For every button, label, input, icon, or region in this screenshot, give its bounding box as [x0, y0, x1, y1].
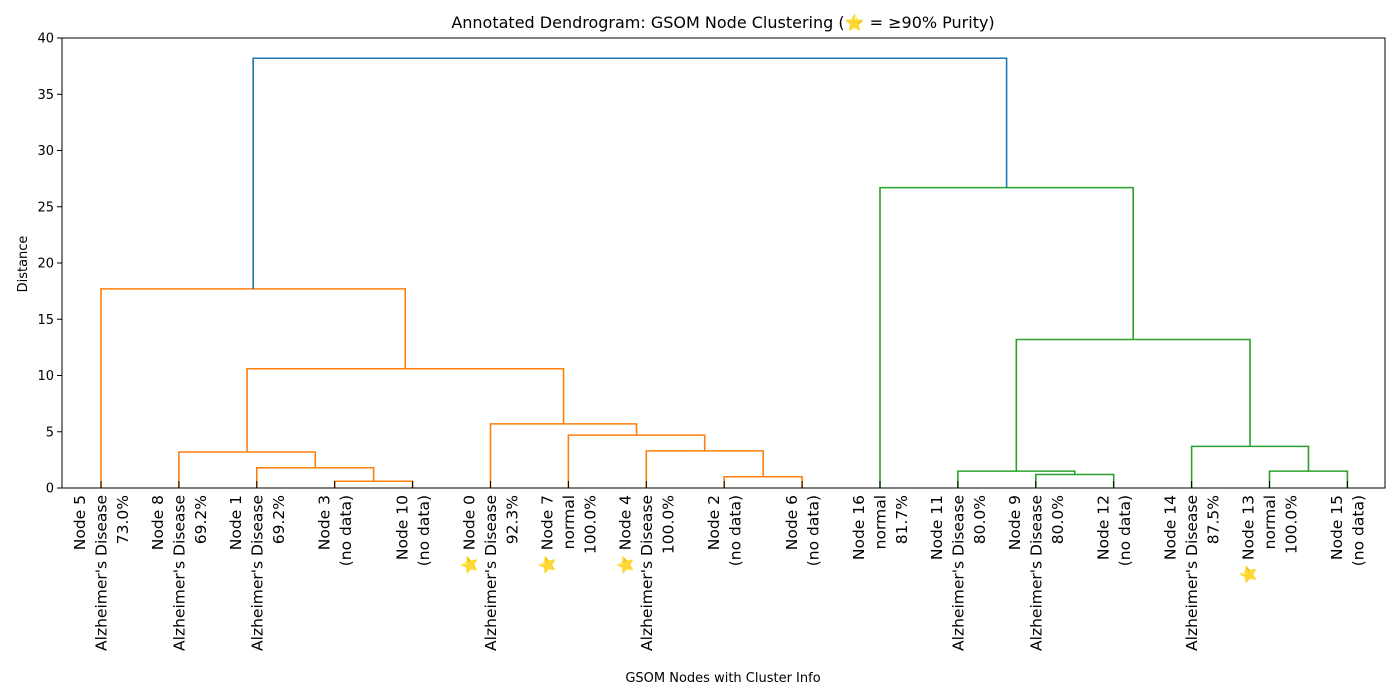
x-axis-label: GSOM Nodes with Cluster Info [625, 671, 820, 686]
dendrogram-link [879, 186, 1134, 488]
leaf-label: Node 3 (no data) [315, 481, 355, 566]
dendrogram-link [723, 475, 803, 488]
dendrogram-link [489, 423, 638, 488]
leaf-label: Node 1 Alzheimer's Disease 69.2% [227, 481, 288, 651]
leaf-label-line: Alzheimer's Disease [1027, 495, 1045, 651]
y-tick-label: 25 [37, 200, 54, 215]
leaf-label: Node 6 (no data) [783, 481, 822, 566]
leaf-label-line: Alzheimer's Disease [170, 495, 188, 651]
dendrogram-link [1015, 338, 1251, 472]
chart-title: Annotated Dendrogram: GSOM Node Clusteri… [451, 13, 994, 32]
leaf-label: Node 16 normal 81.7% [850, 481, 911, 560]
dendrogram-link [1190, 445, 1310, 488]
leaf-label-line: Node 6 [783, 495, 801, 550]
leaf-label-line: ⭐ Node 4 [615, 495, 634, 574]
leaf-label-line: ⭐ Node 13 [1239, 495, 1258, 584]
leaf-label-line: Node 16 [850, 495, 868, 560]
leaf-label-line: 100.0% [1283, 495, 1301, 554]
leaf-label-line: 81.7% [893, 495, 911, 544]
leaf-label-line: Node 2 [705, 495, 723, 550]
dendrogram-link [957, 470, 1076, 488]
plot-frame [61, 37, 1386, 489]
leaf-label-line: Alzheimer's Disease [1183, 495, 1201, 651]
y-tick-label: 10 [37, 369, 54, 384]
leaf-label-line: Node 3 [315, 495, 333, 550]
leaf-label: Node 9 Alzheimer's Disease 80.0% [1006, 481, 1067, 651]
dendrogram-link [252, 57, 1008, 289]
leaf-label-line: normal [872, 495, 890, 549]
leaf-label-line: 100.0% [581, 495, 599, 554]
leaf-label: Node 15 (no data) [1328, 481, 1368, 566]
leaf-label-line: (no data) [804, 495, 822, 566]
dendrogram-link [333, 480, 414, 488]
leaf-label-line: 92.3% [504, 495, 522, 544]
leaf-label: Node 11 Alzheimer's Disease 80.0% [928, 481, 989, 651]
leaf-label-line: 100.0% [659, 495, 677, 554]
dendrogram-link [567, 434, 706, 488]
leaf-label-line: Node 9 [1006, 495, 1024, 550]
leaf-label-line: normal [1261, 495, 1279, 549]
leaf-labels: Node 5 Alzheimer's Disease 73.0% Node 8 Alzh… [71, 481, 1368, 651]
leaf-label-line: 80.0% [971, 495, 989, 544]
leaf-label-line: (no data) [1116, 495, 1134, 566]
y-tick-label: 35 [37, 88, 54, 103]
y-axis-ticks: 0 5 10 15 20 25 30 35 40 [37, 32, 62, 497]
leaf-label-line: Node 14 [1162, 495, 1180, 560]
leaf-label-line: Node 5 [71, 495, 89, 550]
dendrogram-link [178, 451, 317, 488]
leaf-label-line: Alzheimer's Disease [949, 495, 967, 651]
leaf-label-line: (no data) [337, 495, 355, 566]
leaf-label-line: Alzheimer's Disease [248, 495, 266, 651]
leaf-label-line: 80.0% [1049, 495, 1067, 544]
dendrogram-link [100, 288, 407, 488]
leaf-label: ⭐ Node 13 normal 100.0% [1239, 481, 1301, 584]
leaf-label-line: (no data) [1350, 495, 1368, 566]
dendrogram-links [100, 57, 1349, 488]
leaf-label-line: ⭐ Node 7 [537, 495, 556, 574]
leaf-label: ⭐ Node 0 Alzheimer's Disease 92.3% [460, 481, 522, 651]
leaf-label-line: (no data) [726, 495, 744, 566]
y-axis-label: Distance [16, 236, 31, 293]
dendrogram-link [256, 466, 375, 488]
leaf-label-line: 73.0% [114, 495, 132, 544]
dendrogram-link [246, 367, 565, 452]
leaf-label-line: ⭐ Node 0 [460, 495, 479, 574]
leaf-label-line: 69.2% [192, 495, 210, 544]
leaf-label: Node 8 Alzheimer's Disease 69.2% [149, 481, 210, 651]
y-tick-label: 5 [46, 425, 54, 440]
dendrogram-link [1268, 470, 1349, 488]
leaf-label-line: Alzheimer's Disease [93, 495, 111, 651]
leaf-label-line: Node 11 [928, 495, 946, 560]
dendrogram-link [645, 450, 764, 488]
y-tick-label: 20 [37, 257, 54, 272]
y-tick-label: 40 [37, 32, 54, 47]
leaf-label-line: Alzheimer's Disease [482, 495, 500, 651]
y-tick-label: 0 [46, 482, 54, 497]
y-tick-label: 30 [37, 144, 54, 159]
leaf-label: Node 10 (no data) [393, 481, 433, 566]
leaf-label: Node 2 (no data) [705, 481, 744, 566]
leaf-label-line: Node 10 [393, 495, 411, 560]
leaf-label-line: (no data) [415, 495, 433, 566]
leaf-label-line: normal [560, 495, 578, 549]
leaf-label-line: Alzheimer's Disease [638, 495, 656, 651]
leaf-label: Node 5 Alzheimer's Disease 73.0% [71, 481, 132, 651]
leaf-label: Node 14 Alzheimer's Disease 87.5% [1162, 481, 1223, 651]
dendrogram-link [1035, 473, 1115, 488]
leaf-label-line: 69.2% [270, 495, 288, 544]
leaf-label: Node 12 (no data) [1094, 481, 1134, 566]
leaf-label: ⭐ Node 7 normal 100.0% [537, 481, 599, 574]
leaf-label: ⭐ Node 4 Alzheimer's Disease 100.0% [615, 481, 677, 651]
leaf-label-line: Node 15 [1328, 495, 1346, 560]
y-tick-label: 15 [37, 313, 54, 328]
leaf-label-line: 87.5% [1205, 495, 1223, 544]
leaf-label-line: Node 12 [1094, 495, 1112, 560]
leaf-label-line: Node 8 [149, 495, 167, 550]
leaf-label-line: Node 1 [227, 495, 245, 550]
